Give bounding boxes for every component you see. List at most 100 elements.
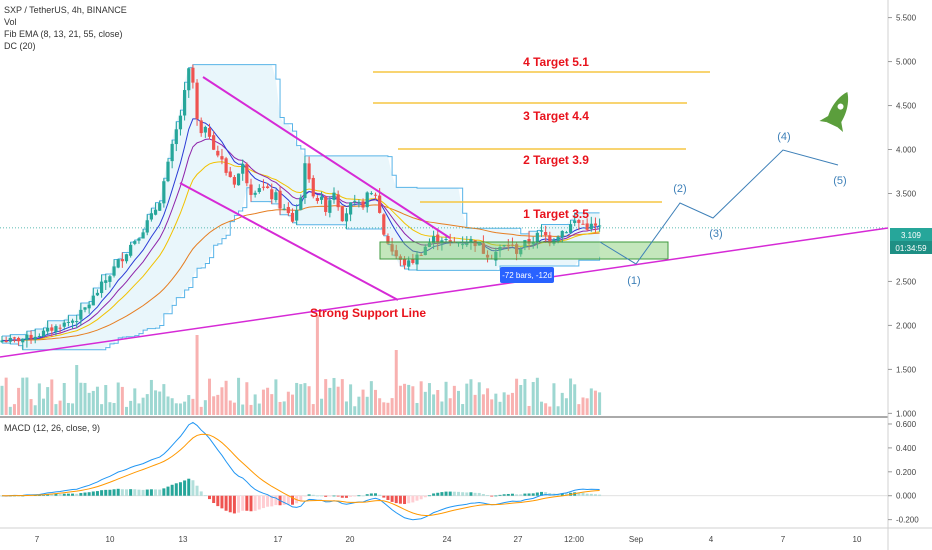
candle-body (502, 245, 506, 247)
macd-histogram-bar (344, 495, 348, 498)
candle-body (12, 337, 17, 339)
macd-histogram-bar (220, 495, 224, 509)
macd-histogram-bar (50, 494, 54, 496)
volume-bar (0, 385, 4, 415)
candle-body (311, 177, 315, 197)
macd-histogram-bar (535, 492, 539, 496)
time-tick-label: 12:00 (564, 535, 585, 544)
macd-histogram-bar (253, 495, 257, 511)
candle-body (444, 238, 448, 240)
volume-bar (593, 390, 597, 415)
candle-body (485, 254, 490, 258)
candle-body (448, 240, 452, 242)
candle-body (432, 236, 436, 244)
candle-body (324, 196, 328, 212)
macd-histogram-bar (187, 478, 191, 496)
macd-histogram-bar (461, 492, 465, 496)
time-tick-label: Sep (629, 535, 644, 544)
macd-histogram-bar (432, 493, 436, 496)
candle-body (50, 327, 54, 331)
volume-bar (25, 377, 29, 415)
volume-bar (473, 394, 477, 415)
price-tick-label: 2.000 (896, 321, 917, 330)
candle-body (598, 225, 602, 227)
candle-body (79, 309, 83, 320)
volume-bar (494, 393, 498, 415)
candle-body (361, 201, 365, 208)
candle-body (236, 173, 241, 186)
macd-histogram-bar (324, 495, 328, 497)
macd-histogram-bar (116, 488, 120, 496)
volume-bar (552, 383, 556, 415)
candle-body (62, 322, 66, 327)
volume-bar (531, 382, 535, 415)
volume-bar (544, 403, 548, 415)
macd-histogram-bar (531, 493, 535, 496)
macd-histogram-bar (62, 493, 66, 496)
macd-histogram-bar (502, 494, 506, 496)
time-tick-label: 10 (106, 535, 115, 544)
macd-histogram-bar (95, 491, 99, 496)
volume-bar (569, 378, 573, 415)
candle-body (295, 210, 299, 221)
macd-histogram-bar (75, 493, 79, 496)
candle-body (232, 177, 236, 185)
candle-body (83, 307, 87, 310)
macd-histogram-bar (315, 495, 319, 497)
macd-histogram-bar (320, 495, 324, 497)
macd-histogram-bar (510, 493, 514, 496)
candle-body (8, 337, 12, 342)
volume-bar (237, 377, 241, 415)
volume-bar (133, 388, 137, 415)
volume-bar (228, 400, 232, 415)
macd-histogram-bar (54, 493, 58, 496)
candle-body (328, 200, 332, 213)
volume-bar (166, 396, 170, 415)
candle-body (519, 249, 523, 255)
time-tick-label: 7 (781, 535, 786, 544)
candle-body (87, 304, 91, 309)
volume-bar (8, 406, 12, 415)
macd-histogram-bar (527, 493, 531, 496)
candle-body (178, 115, 183, 130)
volume-bar (378, 398, 382, 415)
volume-bar (183, 401, 187, 415)
volume-bar (344, 401, 348, 415)
candle-body (270, 189, 274, 200)
macd-histogram-bar (473, 492, 477, 496)
volume-bar (112, 402, 116, 415)
volume-bar (386, 402, 390, 415)
macd-histogram-bar (506, 493, 510, 496)
volume-bar (220, 387, 224, 415)
candle-body (510, 244, 515, 246)
macd-histogram-bar (270, 495, 274, 507)
macd-histogram-bar (585, 493, 589, 496)
candle-body (544, 231, 548, 236)
volume-bar (403, 383, 407, 415)
volume-bar (523, 379, 527, 415)
macd-histogram-bar (141, 489, 145, 496)
candle-body (137, 238, 141, 241)
volume-bar (66, 402, 70, 415)
candle-body (498, 246, 502, 251)
macd-histogram-bar (452, 491, 456, 496)
support-line (0, 227, 889, 358)
candle-body (303, 163, 307, 198)
macd-histogram-bar (444, 491, 448, 496)
volume-bar (62, 383, 66, 415)
volume-bar (104, 385, 108, 415)
macd-histogram-bar (581, 492, 585, 496)
candle-body (319, 196, 324, 200)
candle-body (170, 143, 174, 162)
volume-bar (477, 382, 481, 415)
wedge-lower-line (179, 182, 399, 301)
candle-body (141, 232, 145, 239)
macd-histogram-bar (481, 494, 485, 496)
target-label: 3 Target 4.4 (523, 109, 589, 123)
macd-histogram-bar (216, 495, 220, 507)
macd-histogram-bar (498, 494, 502, 496)
volume-bar (361, 389, 365, 415)
macd-histogram-bar (199, 491, 203, 496)
candle-body (224, 158, 228, 173)
